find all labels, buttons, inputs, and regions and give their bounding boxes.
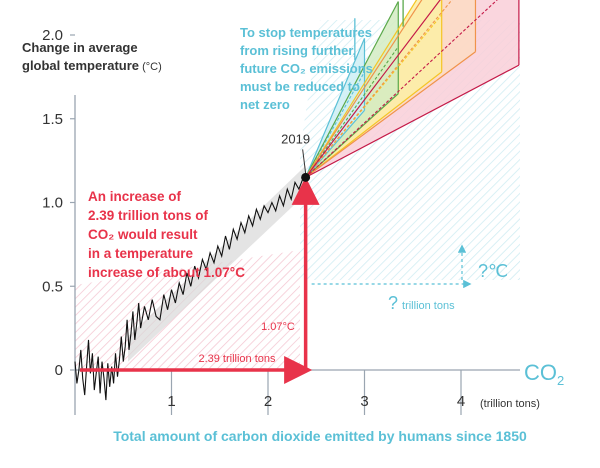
co2-arrow-label: 2.39 trillion tons (198, 353, 276, 365)
annotation-top-line: To stop temperatures (240, 25, 372, 40)
co2-label-main: CO (524, 360, 557, 385)
y-tick-label: 0 (55, 362, 63, 379)
year-2019-leader (302, 149, 307, 174)
x-axis-label: Total amount of carbon dioxide emitted b… (113, 428, 527, 444)
y-tick-label: 1.5 (42, 111, 63, 128)
question-co2-text: trillion tons (402, 300, 455, 312)
scenario-lower-line (305, 71, 443, 178)
co2-label-sub: 2 (557, 373, 564, 388)
y-tick-label: 2.0 (42, 27, 63, 44)
scenario-lower-line (305, 64, 520, 178)
x-tick-label: 2 (264, 393, 272, 410)
annotation-top-line: from rising further, (240, 43, 356, 58)
annotation-left-line: in a temperature (88, 246, 194, 261)
x-tick-label: 1 (167, 393, 175, 410)
scenario-mid-line (305, 0, 453, 178)
annotation-left-line: CO₂ would result (88, 227, 198, 242)
annotation-left-line: An increase of (88, 189, 182, 204)
annotation-top-line: must be reduced to (240, 79, 360, 94)
scenario-mid-line (305, 0, 498, 178)
x-tick-label: 3 (360, 393, 368, 410)
annotation-left-line: 2.39 trillion tons of (88, 208, 209, 223)
ylabel-line2: global temperature (°C) (22, 58, 162, 73)
y-tick-label: 1.0 (42, 195, 63, 212)
annotation-top-line: future CO₂ emissions (240, 61, 373, 76)
scenario-upper-line (305, 38, 366, 178)
year-2019-label: 2019 (281, 131, 310, 146)
x-axis-unit: (trillion tons) (480, 398, 540, 410)
scenario-upper-line (305, 0, 423, 178)
ylabel-line1: Change in average (22, 40, 138, 55)
scenario-upper-line (305, 0, 418, 178)
year-2019-point (301, 172, 311, 182)
scenario-lower-line (305, 109, 365, 178)
scenario-upper-line (305, 0, 441, 178)
question-co2: ? trillion tons (388, 293, 455, 313)
ylabel-line2-unit: (°C) (139, 61, 162, 73)
question-co2-mark: ? (388, 293, 398, 313)
question-temperature: ?℃ (478, 261, 508, 281)
observed-temperature-line (74, 176, 306, 401)
annotation-left-line: increase of about 1.07°C (88, 265, 245, 280)
scenario-lower-line (305, 51, 476, 178)
ylabel-line2-main: global temperature (22, 58, 139, 73)
scenario-upper-line (305, 1, 399, 178)
scenario-mid-line (305, 46, 399, 178)
temp-arrow-label: 1.07°C (261, 321, 295, 333)
co2-label: CO2 (524, 360, 564, 388)
x-tick-label: 4 (457, 393, 465, 410)
y-tick-label: 0.5 (42, 278, 63, 295)
annotation-top-line: net zero (240, 97, 290, 112)
